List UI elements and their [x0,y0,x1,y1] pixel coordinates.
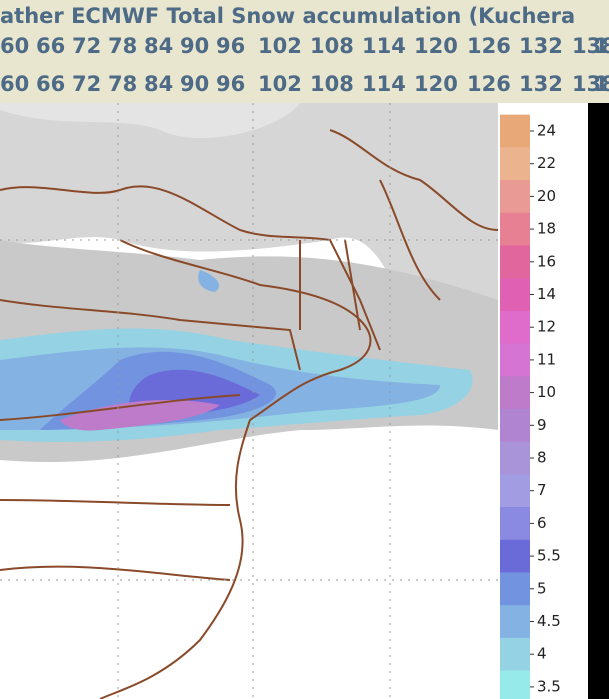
legend-label: 3.5 [537,677,561,695]
legend-label: 5.5 [537,547,561,565]
legend-label: 14 [537,285,556,303]
hour-link[interactable]: 114 [362,72,406,96]
legend-swatch [500,343,530,377]
hour-link[interactable]: 102 [258,72,302,96]
legend-label: 11 [537,350,556,368]
legend-label: 6 [537,514,547,532]
hour-link[interactable]: 138 [572,34,609,58]
legend-swatch [500,147,530,181]
title: ather ECMWF Total Snow accumulation (Kuc… [0,4,576,28]
legend-swatch [500,408,530,443]
hour-link[interactable]: 60 [0,72,30,96]
legend-swatch [500,670,530,699]
hour-link[interactable]: 102 [258,34,302,58]
hour-link[interactable]: 126 [467,34,511,58]
hour-link[interactable]: 60 [0,34,30,58]
hour-link[interactable]: 96 [216,34,246,58]
legend-label: 16 [537,252,556,270]
legend-label: 12 [537,318,556,336]
header: ather ECMWF Total Snow accumulation (Kuc… [0,0,609,103]
legend-swatch [500,180,530,214]
hour-link[interactable]: 1 [594,34,609,58]
legend-label: 5 [537,579,547,597]
hour-link[interactable]: 1 [594,72,609,96]
hour-link[interactable]: 108 [310,72,354,96]
legend-label: 4.5 [537,612,561,630]
dark-edge [588,103,609,699]
legend-swatch [500,212,530,246]
hour-link[interactable]: 90 [180,72,210,96]
hour-link[interactable]: 96 [216,72,246,96]
legend-swatch [500,605,530,639]
legend-swatch [500,441,530,475]
legend-swatch [500,507,530,541]
legend-label: 7 [537,481,547,499]
hour-link[interactable]: 120 [414,72,458,96]
boundaries [0,129,499,699]
hour-link[interactable]: 138 [572,72,609,96]
hour-link[interactable]: 84 [144,72,174,96]
legend-swatch [500,114,530,148]
hour-link[interactable]: 66 [36,72,66,96]
hour-link[interactable]: 84 [144,34,174,58]
hour-link[interactable]: 114 [362,34,406,58]
legend-label: 18 [537,220,556,238]
legend-swatch [500,310,530,345]
grid-lines [0,103,498,699]
hour-link[interactable]: 132 [519,72,563,96]
hour-link[interactable]: 120 [414,34,458,58]
hour-link[interactable]: 108 [310,34,354,58]
legend-swatch [500,637,530,672]
legend: 24 22 20 18 16 14 12 11 10 9 8 7 6 5.5 5 4.5 4 3.5 [500,114,561,699]
legend-label: 22 [537,154,556,172]
hour-link[interactable]: 72 [72,34,102,58]
hour-link[interactable]: 66 [36,34,66,58]
hour-link[interactable]: 72 [72,72,102,96]
legend-label: 9 [537,416,547,434]
hour-link[interactable]: 78 [108,34,138,58]
legend-swatch [500,539,530,573]
legend-label: 4 [537,645,547,663]
legend-swatch [500,278,530,312]
legend-label: 20 [537,187,556,205]
legend-label: 10 [537,383,556,401]
legend-label: 24 [537,122,556,140]
legend-swatch [500,474,530,508]
hour-link[interactable]: 90 [180,34,210,58]
legend-swatch [500,572,530,606]
hour-link[interactable]: 132 [519,34,563,58]
snow-shading [0,103,498,463]
legend-swatch [500,245,530,279]
legend-label: 8 [537,449,547,467]
hour-link[interactable]: 78 [108,72,138,96]
legend-swatch [500,376,530,410]
hour-link[interactable]: 126 [467,72,511,96]
